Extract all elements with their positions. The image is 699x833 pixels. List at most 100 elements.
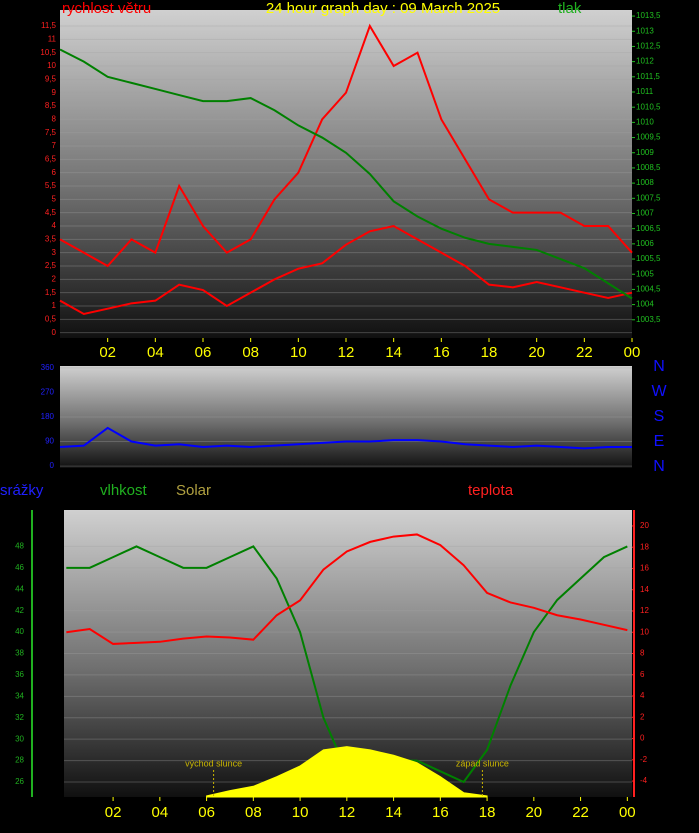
y-tick-label: 7	[52, 141, 57, 150]
y-tick-label: 10	[47, 61, 56, 70]
legend-entry: teplota	[468, 482, 514, 499]
chart-title: 24 hour graph day : 09 March 2025	[266, 0, 500, 17]
direction-label: S	[654, 408, 665, 425]
y-tick-label: 28	[15, 756, 24, 765]
series-line	[59, 23, 633, 268]
x-tick-label: 20	[525, 804, 542, 821]
y2-tick-label: 1011,5	[636, 72, 660, 81]
y-tick-label: 3,5	[45, 234, 57, 243]
legend-entry: vlhkost	[100, 482, 148, 499]
x-tick-label: 08	[245, 804, 262, 821]
y-tick-label: 9	[52, 88, 57, 97]
y2-tick-label: 1008	[636, 178, 654, 187]
y-tick-label: 46	[15, 563, 24, 572]
y2-tick-label: 1010	[636, 117, 654, 126]
y-tick-label: 36	[15, 670, 24, 679]
y2-tick-label: 1006	[636, 239, 654, 248]
y-tick-label: 48	[15, 542, 24, 551]
y-tick-label: 90	[45, 437, 54, 446]
y-tick-label: 360	[41, 363, 55, 372]
y-tick-label: 8,5	[45, 101, 57, 110]
x-tick-label: 22	[576, 344, 593, 361]
direction-label: N	[653, 358, 665, 375]
y-tick-label: 9,5	[45, 74, 57, 83]
y2-tick-label: 14	[640, 585, 649, 594]
y2-tick-label: 1013,5	[636, 11, 661, 20]
y2-tick-label: 20	[640, 521, 649, 530]
y-tick-label: 10,5	[40, 48, 56, 57]
y-tick-label: 4,5	[45, 208, 57, 217]
y2-tick-label: -4	[640, 776, 648, 785]
y2-tick-label: 1004	[636, 300, 654, 309]
solar-area	[206, 746, 488, 798]
y2-tick-label: 1012	[636, 57, 654, 66]
x-tick-label: 06	[195, 344, 212, 361]
y2-tick-label: 2	[640, 712, 645, 721]
y-tick-label: 30	[15, 734, 24, 743]
y-tick-label: 5	[52, 194, 57, 203]
y2-tick-label: 1004,5	[636, 285, 661, 294]
y2-tick-label: 1010,5	[636, 102, 661, 111]
y-tick-label: 11,5	[41, 21, 57, 30]
y-tick-label: 42	[15, 606, 24, 615]
x-tick-label: 06	[198, 804, 215, 821]
x-tick-label: 18	[481, 344, 498, 361]
y2-tick-label: 16	[640, 564, 649, 573]
x-tick-label: 10	[292, 804, 309, 821]
x-tick-label: 08	[242, 344, 259, 361]
x-tick-label: 02	[99, 344, 116, 361]
y-tick-label: 1	[52, 301, 57, 310]
legend-entry: Solar	[176, 482, 211, 499]
y2-tick-label: 1008,5	[636, 163, 661, 172]
y2-tick-label: 1011	[636, 87, 654, 96]
y2-tick-label: 1005,5	[636, 254, 661, 263]
legend-entry: rychlost větru	[62, 0, 151, 17]
direction-label: W	[651, 383, 667, 400]
x-tick-label: 16	[432, 804, 449, 821]
y2-tick-label: 1013	[636, 26, 654, 35]
y2-tick-label: 1007,5	[636, 193, 661, 202]
y-tick-label: 2	[52, 274, 57, 283]
y2-tick-label: 0	[640, 734, 645, 743]
series-line	[59, 48, 633, 300]
y-tick-label: 5,5	[45, 181, 57, 190]
y-tick-label: 4	[52, 221, 57, 230]
y-tick-label: 44	[15, 584, 24, 593]
y2-tick-label: 8	[640, 649, 645, 658]
y2-tick-label: 1007	[636, 209, 654, 218]
series-line	[66, 533, 628, 645]
y2-tick-label: 10	[640, 627, 649, 636]
y-tick-label: 7,5	[45, 128, 57, 137]
y-tick-label: 0,5	[45, 314, 57, 323]
y2-tick-label: 12	[640, 606, 649, 615]
x-tick-label: 04	[151, 804, 168, 821]
y2-tick-label: 1006,5	[636, 224, 661, 233]
x-tick-label: 02	[105, 804, 122, 821]
x-tick-label: 16	[433, 344, 450, 361]
x-tick-label: 18	[479, 804, 496, 821]
y2-tick-label: 1009	[636, 148, 654, 157]
series-line	[59, 426, 632, 450]
x-tick-label: 22	[572, 804, 589, 821]
y-tick-label: 6	[52, 168, 57, 177]
direction-label: N	[653, 458, 665, 475]
legend-entry: tlak	[558, 0, 582, 17]
y-tick-label: 11	[48, 34, 57, 43]
annotation: východ slunce	[185, 758, 242, 768]
series-line	[59, 224, 633, 316]
y2-tick-label: 1005	[636, 269, 654, 278]
plot-area	[60, 10, 632, 338]
y2-tick-label: -2	[640, 755, 648, 764]
plot-area	[60, 366, 632, 468]
y-tick-label: 2,5	[45, 261, 57, 270]
x-tick-label: 00	[624, 344, 641, 361]
axis-label: srážky	[0, 482, 44, 499]
y-tick-label: 3	[52, 248, 57, 257]
y2-tick-label: 4	[640, 691, 645, 700]
y2-tick-label: 1009,5	[636, 133, 661, 142]
y-tick-label: 34	[15, 691, 24, 700]
x-tick-label: 12	[338, 804, 355, 821]
x-tick-label: 10	[290, 344, 307, 361]
x-tick-label: 04	[147, 344, 164, 361]
